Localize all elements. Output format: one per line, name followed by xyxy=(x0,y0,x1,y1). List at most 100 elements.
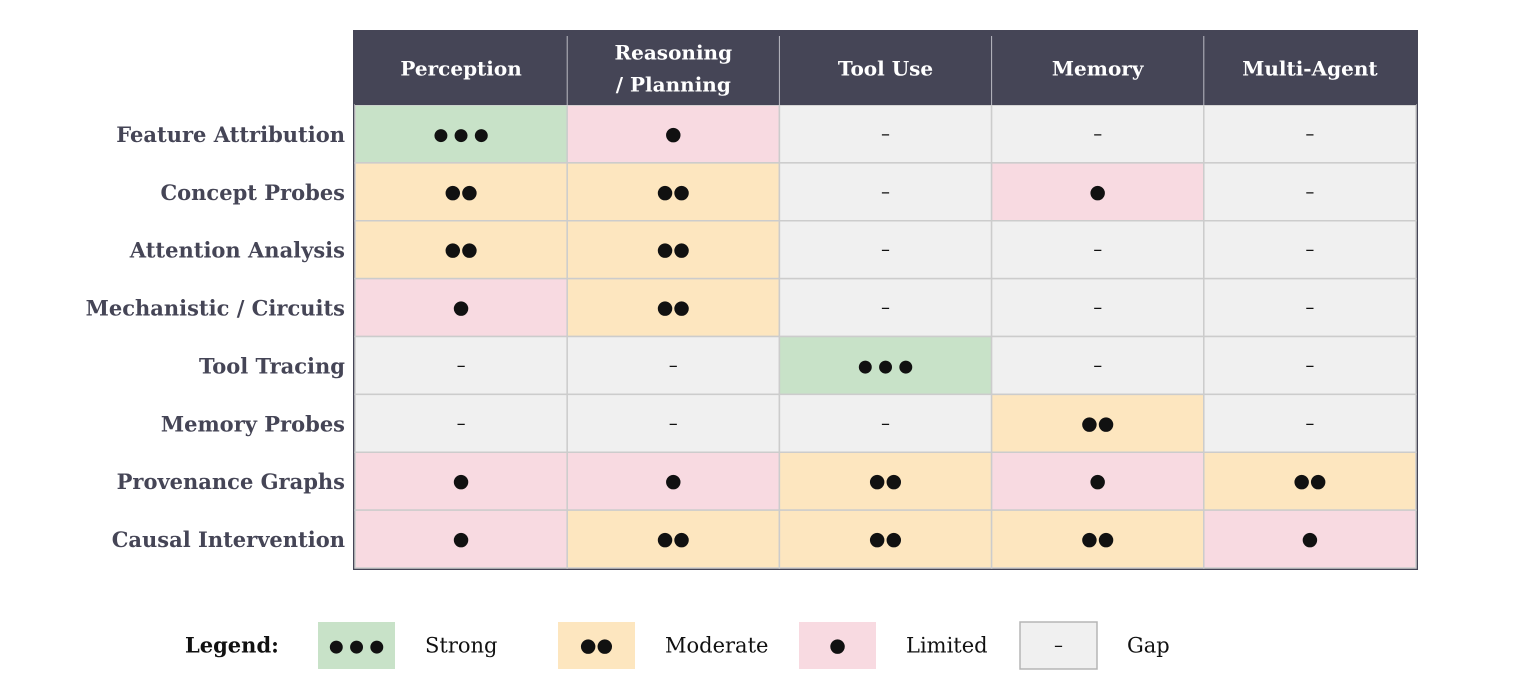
cell-symbol: ● xyxy=(1302,528,1319,550)
cell-tool-tracing-multi-agent xyxy=(1203,335,1417,396)
cell-symbol: ●● xyxy=(1081,528,1114,550)
legend-symbol-strong: ● ● ● xyxy=(329,637,384,657)
legend-title: Legend: xyxy=(185,633,279,658)
cell-symbol: – xyxy=(669,413,678,434)
cell-tool-tracing-memory xyxy=(990,335,1205,396)
legend-symbol-moderate: ●● xyxy=(580,635,613,657)
cell-symbol: – xyxy=(1305,240,1314,261)
legend-label-strong: Strong xyxy=(425,634,497,658)
row-label-attention-analysis: Attention Analysis xyxy=(129,238,345,263)
cell-symbol: – xyxy=(1305,298,1314,319)
row-label-provenance-graphs: Provenance Graphs xyxy=(117,469,345,494)
cell-symbol: ● xyxy=(453,528,470,550)
row-labels: Feature Attribution Concept Probes Attenti… xyxy=(86,122,346,552)
legend-swatch-limited xyxy=(799,622,876,669)
cell-symbol: – xyxy=(881,298,890,319)
cell-tool-tracing-perception xyxy=(354,335,568,396)
cell-symbol: ● ● ● xyxy=(433,125,488,145)
cell-mechanistic-circuits-multi-agent xyxy=(1203,277,1417,338)
cell-symbol: ● xyxy=(665,123,682,145)
cell-attention-analysis-memory xyxy=(990,220,1205,280)
cell-memory-probes-perception xyxy=(354,393,568,453)
cell-symbol: – xyxy=(881,182,890,203)
cell-symbol: – xyxy=(457,413,466,434)
cell-causal-intervention-memory xyxy=(990,509,1205,569)
cell-attention-analysis-reasoning-planning xyxy=(566,220,781,280)
cell-symbol: ● xyxy=(665,470,682,492)
cell-tool-tracing-tool-use xyxy=(778,335,993,396)
cell-symbol: ● xyxy=(453,297,470,319)
cell-symbol: ●● xyxy=(1293,470,1326,492)
cell-causal-intervention-tool-use xyxy=(778,509,993,569)
cell-concept-probes-tool-use xyxy=(778,162,993,222)
cell-mechanistic-circuits-tool-use xyxy=(778,277,993,338)
row-label-memory-probes: Memory Probes xyxy=(161,411,345,436)
cell-feature-attribution-perception xyxy=(354,104,568,164)
cell-symbol: ● xyxy=(1089,181,1106,203)
legend-swatch-moderate xyxy=(558,622,635,669)
cell-memory-probes-multi-agent xyxy=(1203,393,1417,453)
cell-symbol: ●● xyxy=(445,181,478,203)
cell-symbol: – xyxy=(881,124,890,145)
cell-mechanistic-circuits-reasoning-planning xyxy=(566,277,781,338)
legend-swatch-strong xyxy=(318,622,395,669)
cell-causal-intervention-reasoning-planning xyxy=(566,509,781,569)
cell-symbol: – xyxy=(1093,298,1102,319)
cell-symbol: – xyxy=(669,355,678,376)
cell-symbol: – xyxy=(1093,240,1102,261)
cell-symbol: – xyxy=(1093,355,1102,376)
row-label-causal-intervention: Causal Intervention xyxy=(112,527,345,552)
cell-symbol: ●● xyxy=(1081,412,1114,434)
cell-symbol: – xyxy=(1305,413,1314,434)
cell-concept-probes-memory xyxy=(990,162,1205,222)
cell-symbol: ● ● ● xyxy=(858,356,913,376)
cell-symbol: ● xyxy=(1089,470,1106,492)
legend-swatch-gap xyxy=(1019,621,1098,670)
row-label-mechanistic-circuits: Mechanistic / Circuits xyxy=(86,296,345,321)
row-label-tool-tracing: Tool Tracing xyxy=(199,353,345,378)
column-header-multi-agent: Multi-Agent xyxy=(1242,57,1378,81)
cell-symbol: – xyxy=(1305,355,1314,376)
row-label-feature-attribution: Feature Attribution xyxy=(116,122,345,147)
legend-label-gap: Gap xyxy=(1127,634,1170,658)
legend-symbol-limited: ● xyxy=(829,635,846,657)
cell-symbol: – xyxy=(881,413,890,434)
cell-symbol: – xyxy=(881,240,890,261)
cell-symbol: ●● xyxy=(657,528,690,550)
cell-symbol: – xyxy=(1093,124,1102,145)
cell-tool-tracing-reasoning-planning xyxy=(566,335,781,396)
cell-symbol: ● xyxy=(453,470,470,492)
column-header-memory: Memory xyxy=(1052,57,1145,81)
cell-symbol: ●● xyxy=(869,470,902,492)
cell-symbol: – xyxy=(1305,124,1314,145)
cell-symbol: – xyxy=(1305,182,1314,203)
cell-memory-probes-memory xyxy=(990,393,1205,453)
column-header-reasoning-planning: Reasoning / Planning xyxy=(615,41,733,97)
cell-symbol: ●● xyxy=(445,239,478,261)
cell-attention-analysis-multi-agent xyxy=(1203,220,1417,280)
cell-provenance-graphs-multi-agent xyxy=(1203,451,1417,511)
matrix-cells: ● ● ● ● – – –●● ●● – ● –●● ●● – – –● ●● – – –– – ● ● ● – –– –… xyxy=(353,30,1418,570)
header-band xyxy=(355,32,1416,105)
column-header-perception: Perception xyxy=(400,57,522,81)
legend-label-limited: Limited xyxy=(906,634,988,658)
cell-provenance-graphs-perception xyxy=(354,451,568,511)
cell-mechanistic-circuits-memory xyxy=(990,277,1205,338)
legend: Legend: ● ● ● Strong ●● Moderate ● Limited – Gap xyxy=(185,621,1170,670)
legend-label-moderate: Moderate xyxy=(665,634,768,658)
cell-symbol: ●● xyxy=(869,528,902,550)
cell-feature-attribution-tool-use xyxy=(778,104,993,164)
cell-symbol: ●● xyxy=(657,239,690,261)
cell-symbol: – xyxy=(457,355,466,376)
cell-mechanistic-circuits-perception xyxy=(354,277,568,338)
legend-symbol-gap: – xyxy=(1054,636,1063,657)
matrix-header: Perception Reasoning / Planning Tool Use Mem… xyxy=(355,32,1416,105)
cell-attention-analysis-tool-use xyxy=(778,220,993,280)
cell-symbol: ●● xyxy=(657,297,690,319)
cell-causal-intervention-multi-agent xyxy=(1203,509,1417,569)
row-label-concept-probes: Concept Probes xyxy=(160,180,345,205)
cell-symbol: ●● xyxy=(657,181,690,203)
column-header-tool-use: Tool Use xyxy=(838,57,933,81)
cell-concept-probes-multi-agent xyxy=(1203,162,1417,222)
